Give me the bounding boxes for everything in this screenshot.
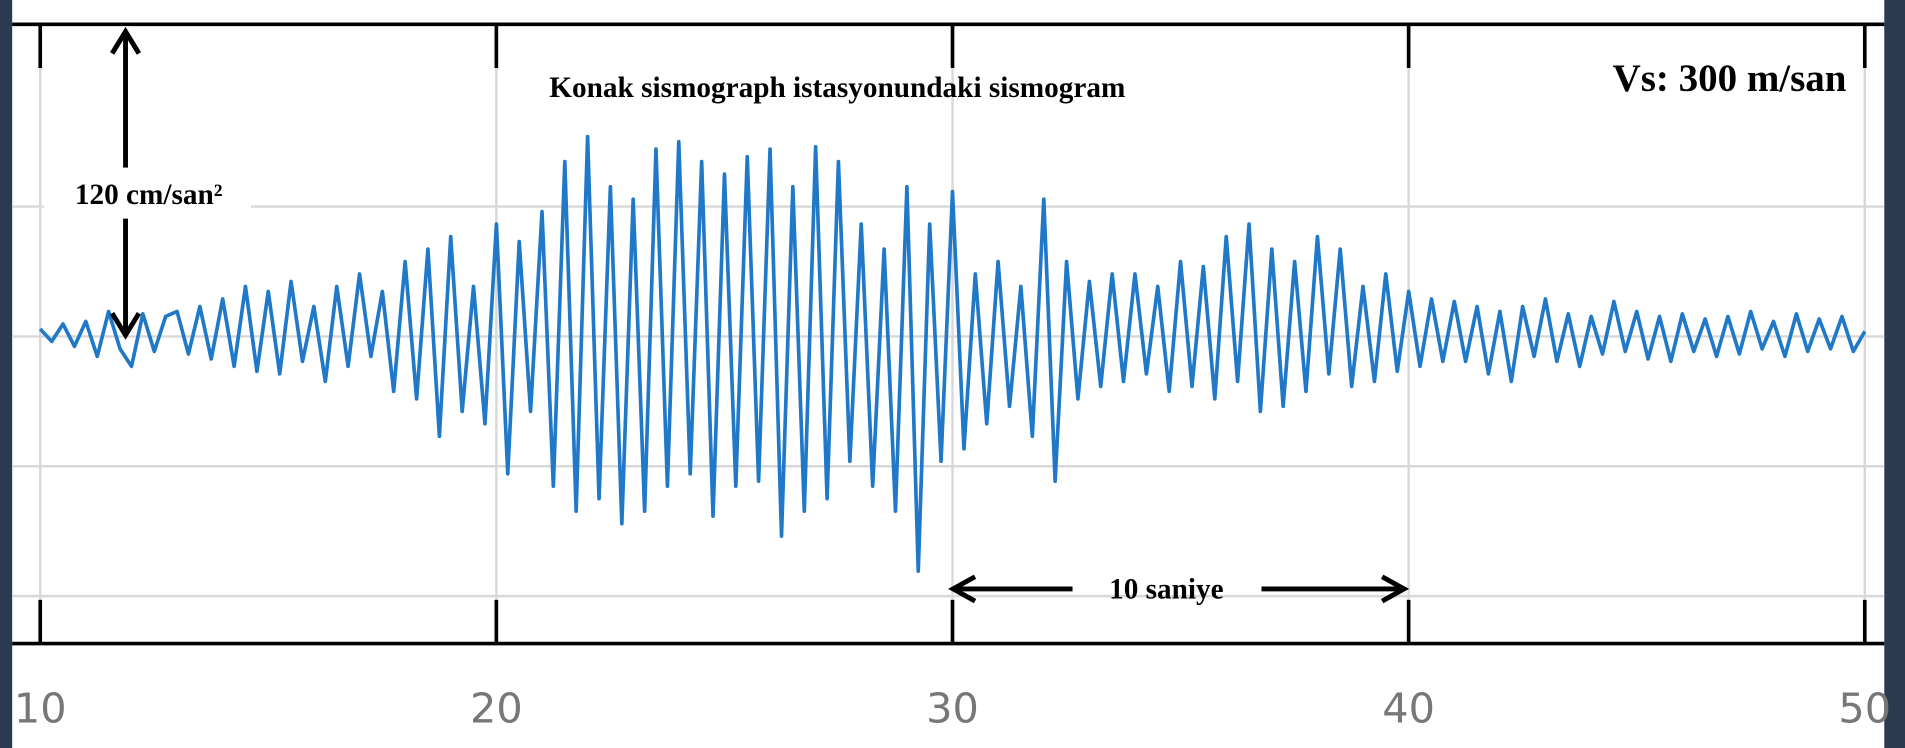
x-tick-label: 10 <box>14 685 67 733</box>
x-tick-label: 50 <box>1838 685 1891 733</box>
x-tick-label: 30 <box>926 685 979 733</box>
x-tick-label: 40 <box>1382 685 1435 733</box>
chart-title: Konak sismograph istasyonundaki sismogra… <box>549 72 1125 104</box>
arrow-head <box>110 26 142 55</box>
label-bg <box>43 167 252 217</box>
data-line <box>38 134 1867 574</box>
annotation: Vs: 300 m/san <box>1613 57 1847 100</box>
chart-panel <box>12 0 1885 748</box>
arrow-head <box>1380 574 1410 604</box>
arrow-head <box>948 574 977 604</box>
plot-area: 10 20 30 40 50 <box>12 22 1891 733</box>
arrow-head <box>110 312 142 340</box>
annotation: 10 saniye <box>1109 574 1224 606</box>
x-tick-label: 20 <box>470 685 523 733</box>
annotation: 120 cm/san² <box>75 179 223 211</box>
